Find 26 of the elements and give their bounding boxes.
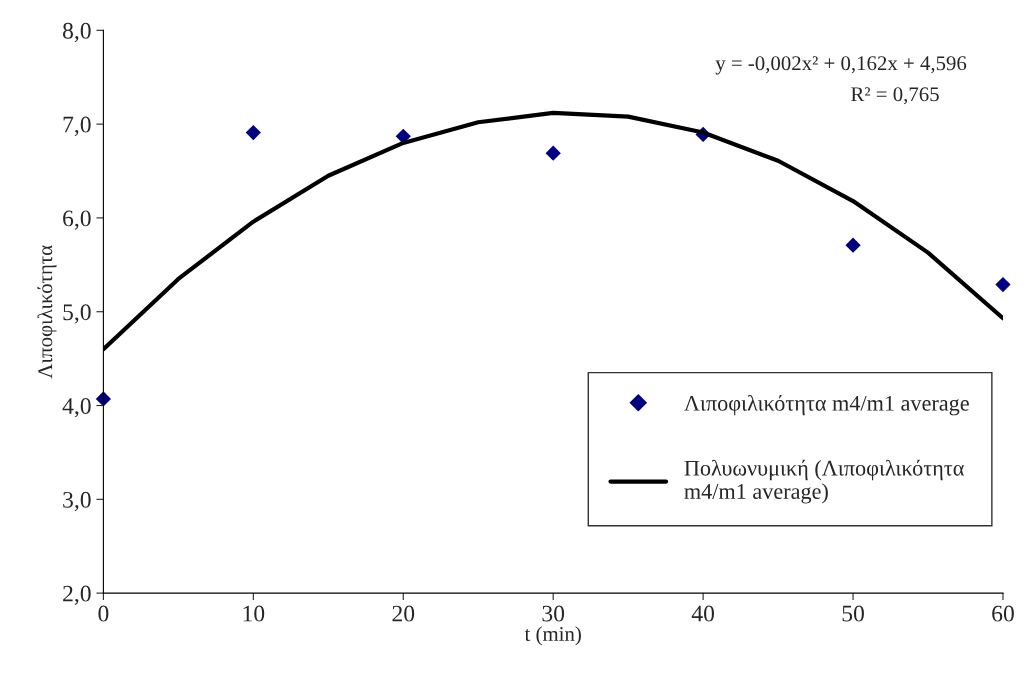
x-tick-label: 0 [98, 605, 109, 622]
legend-label: Πολυωνυμική (Λιποφιλικότητα m4/m1 average) [684, 459, 964, 504]
annotation: y = -0,002x² + 0,162x + 4,596 [715, 56, 967, 75]
y-tick-label: 5,0 [63, 304, 91, 324]
y-tick-label: 7,0 [63, 116, 91, 136]
point [995, 276, 1011, 293]
point [545, 145, 561, 161]
x-tick-label: 60 [992, 605, 1014, 622]
x-tick-label: 50 [842, 605, 864, 622]
point [245, 124, 261, 141]
y-tick-label: 8,0 [62, 22, 91, 43]
point [95, 391, 112, 407]
x-tick-label: 40 [691, 605, 715, 622]
point [395, 128, 411, 144]
y-tick-label: 3,0 [63, 491, 91, 512]
legend-label: Λιποφιλικότητα m4/m1 average [684, 394, 969, 416]
annotation: R² = 0,765 [851, 87, 939, 105]
x-tick-label: 30 [542, 605, 565, 622]
y-tick-label: 6,0 [63, 210, 91, 230]
x-tick-label: 20 [392, 605, 415, 622]
y-tick-label: 4,0 [62, 398, 91, 418]
y-axis-title: Λιποφιλικότητα [37, 245, 57, 379]
x-axis-title: t (min) [524, 626, 581, 646]
x-tick-label: 10 [243, 605, 265, 622]
y-tick-label: 2,0 [63, 585, 91, 605]
point [845, 237, 861, 253]
